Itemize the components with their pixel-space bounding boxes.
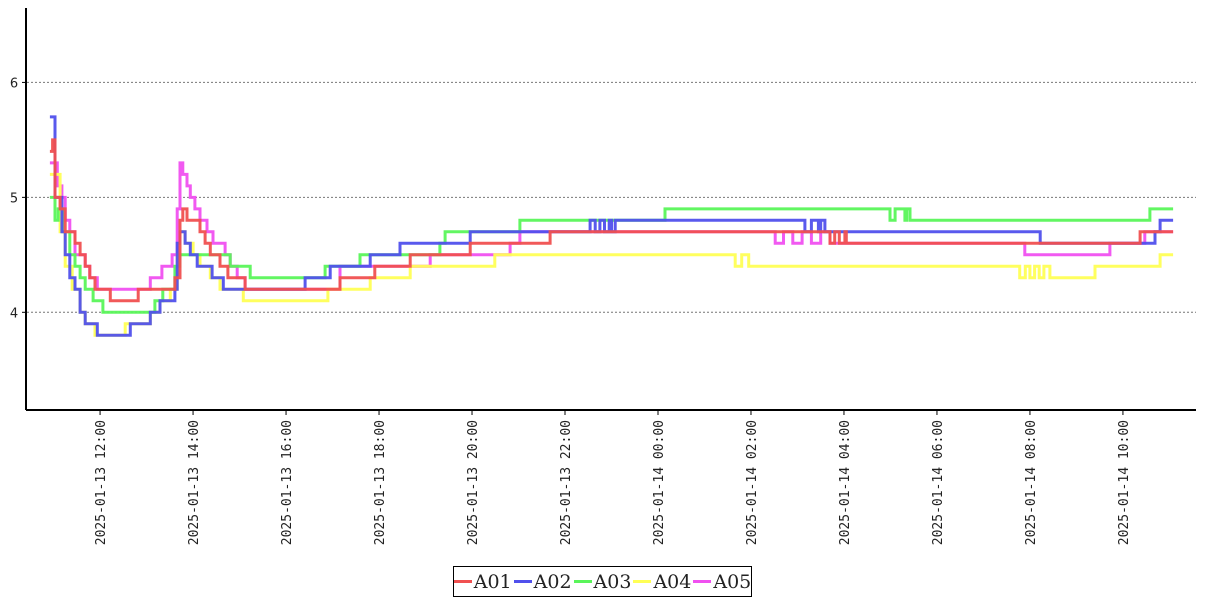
- x-tick-label: 2025-01-14 00:00: [652, 420, 667, 545]
- legend-item-a05[interactable]: A05: [693, 571, 751, 593]
- legend-swatch: [633, 580, 652, 583]
- x-tick-label: 2025-01-14 02:00: [745, 420, 760, 545]
- x-tick-label: 2025-01-13 18:00: [373, 420, 388, 545]
- legend-swatch: [453, 580, 472, 583]
- series-line-a01: [49, 138, 1174, 303]
- x-tick-label: 2025-01-14 08:00: [1024, 420, 1039, 545]
- x-tick-label: 2025-01-14 10:00: [1117, 420, 1132, 545]
- legend-label: A02: [533, 570, 572, 593]
- series-line-a03: [49, 195, 1174, 314]
- legend-label: A05: [713, 570, 752, 593]
- legend-label: A04: [653, 570, 692, 593]
- legend-item-a03[interactable]: A03: [573, 570, 632, 593]
- x-tick-label: 2025-01-13 20:00: [466, 420, 481, 545]
- legend-item-a01[interactable]: A01: [453, 570, 512, 593]
- x-tick-label: 2025-01-14 04:00: [838, 420, 853, 545]
- y-tick-label: 6: [10, 76, 18, 91]
- x-tick-label: 2025-01-14 06:00: [931, 420, 946, 545]
- legend-label: A01: [473, 570, 512, 593]
- x-tick-label: 2025-01-13 16:00: [280, 420, 295, 545]
- gridlines: [27, 81, 1196, 313]
- series-line-a02: [49, 115, 1174, 337]
- legend-label: A03: [593, 570, 632, 593]
- legend-swatch: [573, 580, 592, 583]
- legend-swatch: [513, 580, 532, 583]
- series-lines: [49, 115, 1174, 337]
- y-tick-label: 5: [10, 191, 18, 206]
- x-tick-labels: 2025-01-13 12:00 2025-01-13 14:00 2025-01-…: [94, 410, 1132, 545]
- x-tick-label: 2025-01-13 14:00: [187, 420, 202, 545]
- legend-item-a02[interactable]: A02: [513, 570, 572, 593]
- y-tick-labels: 4 5 6: [10, 76, 26, 321]
- x-tick-label: 2025-01-13 12:00: [94, 420, 109, 545]
- legend-swatch: [693, 580, 712, 583]
- y-tick-label: 4: [10, 306, 18, 321]
- legend: A01 A02 A03 A04 A05: [453, 566, 752, 597]
- legend-item-a04[interactable]: A04: [633, 571, 691, 593]
- x-tick-label: 2025-01-13 22:00: [559, 420, 574, 545]
